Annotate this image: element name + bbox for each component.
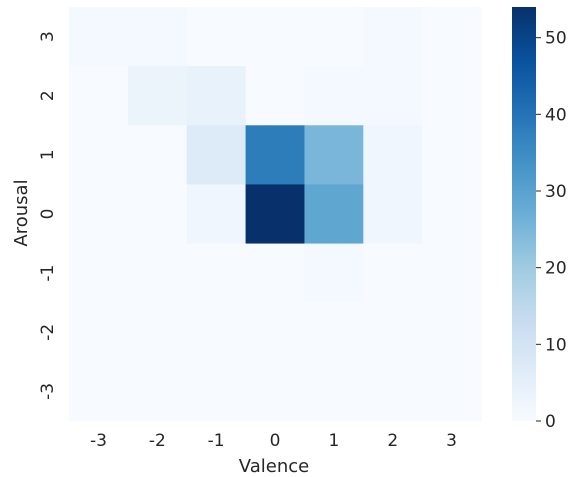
- heatmap-cell: [186, 7, 247, 67]
- heatmap-cell: [422, 184, 482, 245]
- heatmap-cell: [363, 361, 423, 422]
- heatmap-cell: [69, 243, 129, 304]
- heatmap-cell: [186, 125, 247, 186]
- colorbar: [512, 7, 536, 421]
- heatmap-cell: [363, 66, 423, 126]
- x-tick-label: 1: [328, 431, 339, 451]
- x-tick-labels: -3 -2 -1 0 1 2 3: [90, 431, 457, 451]
- heatmap-cell: [186, 243, 247, 304]
- y-tick-labels: 3 2 1 0 -1 -2 -3: [38, 31, 58, 400]
- heatmap-cell: [69, 361, 129, 422]
- colorbar-tick-label: 20: [545, 259, 567, 279]
- heatmap-cell: [245, 243, 306, 304]
- heatmap-cell: [363, 125, 423, 186]
- heatmap-cell: [363, 243, 423, 304]
- y-tick-label: 3: [38, 31, 58, 42]
- heatmap-cell: [69, 66, 129, 126]
- heatmap-cell: [186, 361, 247, 422]
- heatmap-cells: [69, 7, 482, 422]
- heatmap-cell: [422, 125, 482, 186]
- heatmap-cell: [422, 7, 482, 67]
- y-tick-label: 0: [38, 209, 58, 220]
- heatmap-cell: [186, 184, 247, 245]
- heatmap-cell: [127, 361, 188, 422]
- heatmap-cell: [127, 66, 188, 126]
- heatmap-cell: [127, 125, 188, 186]
- heatmap-cell: [304, 361, 364, 422]
- heatmap-cell: [245, 125, 306, 186]
- heatmap-cell: [127, 302, 188, 363]
- heatmap-cell: [304, 125, 364, 186]
- x-tick-label: 3: [446, 431, 457, 451]
- x-tick-label: -1: [208, 431, 225, 451]
- heatmap-cell: [304, 66, 364, 126]
- heatmap-cell: [186, 302, 247, 363]
- y-tick-label: -3: [38, 383, 58, 400]
- x-tick-label: 0: [270, 431, 281, 451]
- heatmap-cell: [363, 7, 423, 67]
- heatmap-cell: [127, 243, 188, 304]
- heatmap-cell: [69, 302, 129, 363]
- colorbar-tick-label: 50: [545, 29, 567, 49]
- x-tick-label: -3: [90, 431, 107, 451]
- heatmap-cell: [422, 302, 482, 363]
- heatmap-cell: [422, 243, 482, 304]
- heatmap-cell: [69, 7, 129, 67]
- y-tick-label: -1: [38, 265, 58, 282]
- y-tick-label: 1: [38, 149, 58, 160]
- y-tick-label: 2: [38, 90, 58, 101]
- heatmap-cell: [245, 302, 306, 363]
- x-tick-label: -2: [149, 431, 166, 451]
- heatmap-cell: [304, 302, 364, 363]
- colorbar-tick-label: 10: [545, 335, 567, 355]
- y-axis-label: Arousal: [11, 179, 32, 246]
- heatmap-cell: [245, 361, 306, 422]
- colorbar-tick-label: 30: [545, 182, 567, 202]
- heatmap-cell: [363, 184, 423, 245]
- heatmap-cell: [245, 7, 306, 67]
- colorbar-tick-label: 40: [545, 105, 567, 125]
- colorbar-tick-label: 0: [545, 412, 556, 432]
- heatmap-cell: [69, 184, 129, 245]
- heatmap-cell: [363, 302, 423, 363]
- colorbar-ticks: 0 10 20 30 40 50: [536, 29, 567, 432]
- y-tick-label: -2: [38, 324, 58, 341]
- heatmap-cell: [304, 7, 364, 67]
- heatmap-cell: [422, 66, 482, 126]
- heatmap-cell: [304, 243, 364, 304]
- heatmap-cell: [69, 125, 129, 186]
- heatmap-cell: [127, 184, 188, 245]
- x-axis-label: Valence: [239, 456, 309, 477]
- heatmap-cell: [127, 7, 188, 67]
- heatmap-cell: [304, 184, 364, 245]
- heatmap-cell: [245, 184, 306, 245]
- heatmap-cell: [186, 66, 247, 126]
- heatmap-cell: [245, 66, 306, 126]
- x-tick-label: 2: [387, 431, 398, 451]
- heatmap-cell: [422, 361, 482, 422]
